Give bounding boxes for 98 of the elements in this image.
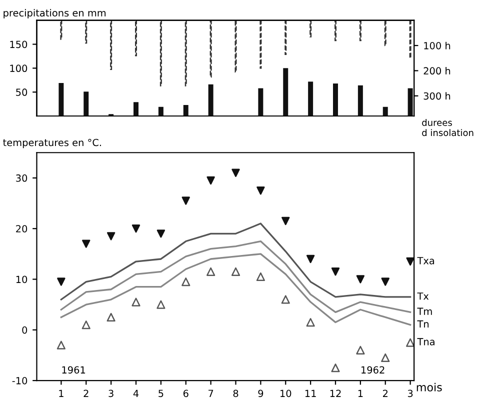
bar: [308, 82, 314, 116]
point: [256, 186, 265, 195]
x-tick-label: 8: [233, 390, 238, 398]
x-tick-label: 9: [258, 390, 264, 398]
y-tick-label: 20: [16, 225, 28, 232]
point: [306, 318, 315, 327]
point: [232, 168, 240, 177]
y-tick-label: 10: [16, 276, 28, 284]
bar: [234, 20, 237, 73]
bar: [60, 20, 62, 40]
point: [132, 298, 140, 306]
point: [356, 346, 365, 354]
point: [282, 216, 290, 226]
bar: [358, 85, 363, 116]
y-tick-label: 30: [16, 174, 28, 182]
point: [306, 254, 315, 264]
point: [331, 268, 340, 276]
x-tick-label: 3: [108, 390, 114, 398]
annotation: 1961: [62, 366, 86, 374]
point: [156, 230, 166, 238]
y-tick-label: 150: [10, 40, 28, 48]
bar: [260, 20, 262, 69]
y2-tick-label: 300 h: [424, 92, 450, 100]
point: [56, 340, 66, 350]
bar: [333, 83, 338, 116]
y-tick-label: 0: [22, 326, 28, 334]
point: [281, 295, 290, 304]
point: [206, 176, 215, 185]
point: [182, 277, 190, 286]
x-tick-label: 2: [84, 390, 88, 397]
y-tick-label: -10: [12, 377, 28, 384]
bar: [184, 20, 187, 86]
bar: [160, 20, 162, 86]
bar: [382, 106, 388, 116]
point: [381, 353, 390, 362]
x-tick-label: 10: [280, 390, 292, 398]
x-tick-label: 5: [158, 390, 164, 398]
x-tick-label: 1: [358, 390, 363, 397]
bar: [258, 88, 264, 116]
y-axis-title: temperatures en °C.: [3, 138, 101, 148]
bar: [359, 20, 362, 42]
series-label: Tna: [417, 338, 434, 346]
point: [406, 257, 414, 266]
y-axis-title: precipitations en mm: [4, 9, 106, 18]
x-tick-label: 11: [305, 390, 316, 397]
point: [106, 232, 116, 240]
point: [356, 275, 365, 284]
bar: [210, 20, 212, 78]
bar: [135, 20, 137, 56]
x-tick-label: 6: [183, 390, 188, 398]
x-tick-label: 12: [330, 390, 341, 397]
bar: [283, 68, 288, 116]
bar: [384, 20, 386, 46]
series-label: Tn: [417, 320, 429, 328]
point: [231, 267, 240, 276]
line-series: [60, 240, 412, 314]
x-tick-label: 3: [408, 390, 413, 398]
point: [82, 240, 90, 248]
series-label: Tm: [417, 308, 432, 315]
y2-tick-label: 100 h: [424, 42, 450, 50]
point: [406, 338, 414, 347]
point: [256, 272, 265, 282]
y-tick-label: 100: [10, 64, 28, 72]
point: [106, 312, 116, 322]
bar: [110, 20, 112, 70]
x-tick-label: 2: [382, 390, 388, 397]
point: [82, 320, 90, 330]
bar: [208, 84, 214, 116]
series-label: Txa: [417, 257, 434, 264]
bar: [409, 20, 412, 59]
point: [57, 278, 66, 286]
x-tick-label: 1: [59, 390, 64, 397]
annotation: 1962: [362, 366, 384, 374]
y-tick-label: 50: [16, 88, 28, 96]
series-label: Tx: [417, 292, 429, 300]
bar: [85, 20, 88, 44]
y2-axis-title: durees d insolation: [422, 119, 474, 136]
bar: [58, 82, 64, 116]
bar: [310, 20, 312, 38]
bar: [183, 104, 188, 116]
y2-tick-label: 200 h: [424, 66, 450, 75]
line-series: [60, 253, 412, 326]
x-tick-label: 4: [133, 390, 139, 397]
x-axis-title: mois: [416, 382, 442, 392]
x-tick-label: 7: [208, 390, 214, 397]
bar: [284, 20, 287, 55]
point: [156, 300, 166, 309]
bar: [158, 106, 164, 116]
bar: [134, 102, 138, 116]
point: [182, 196, 190, 205]
point: [331, 364, 340, 372]
bar: [84, 92, 89, 116]
bar: [334, 20, 336, 42]
point: [132, 224, 140, 233]
point: [206, 267, 216, 276]
line-series: [60, 222, 412, 300]
point: [381, 278, 390, 286]
bar: [408, 88, 413, 116]
